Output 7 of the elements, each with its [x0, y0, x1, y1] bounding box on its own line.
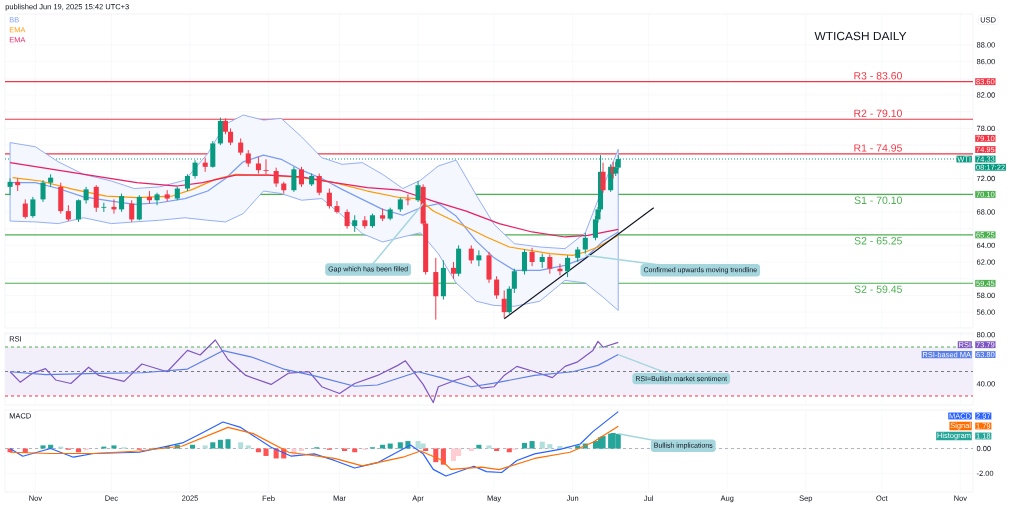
- ref-line-label: R3 - 83.60: [854, 72, 902, 80]
- ref-line-label: R2 - 79.10: [854, 109, 902, 118]
- ref-line-label: S2 - 65.25: [854, 237, 902, 245]
- ref-line-label: R1 - 74.95: [854, 144, 902, 152]
- ref-line-label: S2 - 59.45: [854, 285, 902, 293]
- ref-line-label: S1 - 70.10: [854, 196, 902, 204]
- text: WTICASH DAILY: [814, 31, 907, 41]
